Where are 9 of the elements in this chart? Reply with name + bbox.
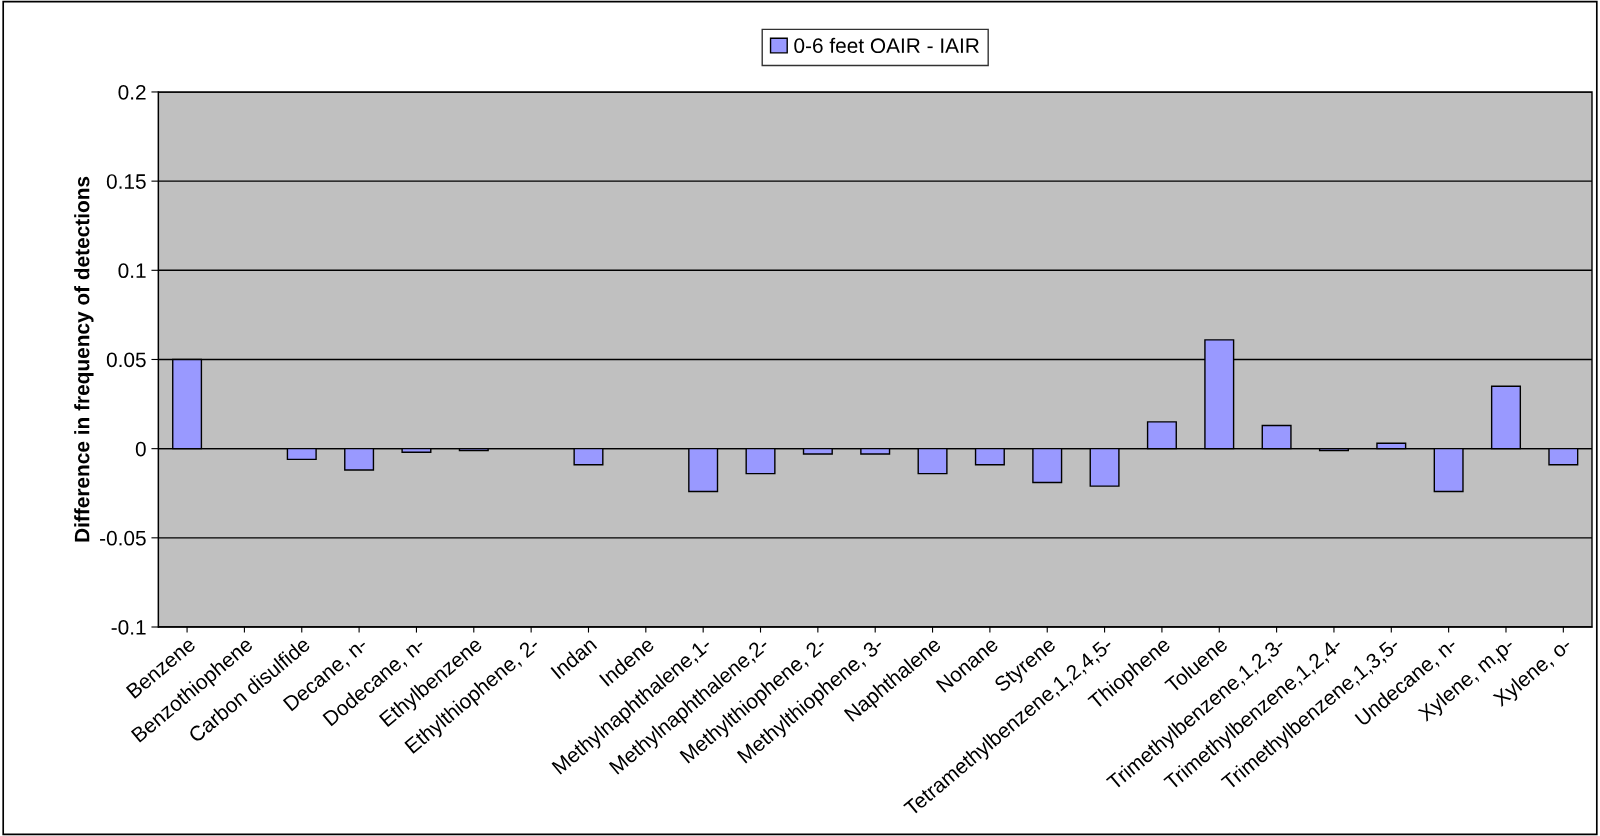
y-tick-label: 0 bbox=[135, 441, 146, 457]
y-tick-label: 0.1 bbox=[118, 263, 146, 279]
legend-label: 0-6 feet OAIR - IAIR bbox=[794, 37, 979, 54]
y-tick-label: 0.05 bbox=[106, 352, 146, 368]
y-axis-title: Difference in frequency of detections bbox=[74, 176, 94, 542]
y-tick-label: -0.05 bbox=[100, 530, 146, 546]
y-tick-label: 0.2 bbox=[118, 84, 146, 100]
y-tick-label: -0.1 bbox=[111, 620, 146, 635]
y-tick-label: 0.15 bbox=[106, 174, 146, 189]
